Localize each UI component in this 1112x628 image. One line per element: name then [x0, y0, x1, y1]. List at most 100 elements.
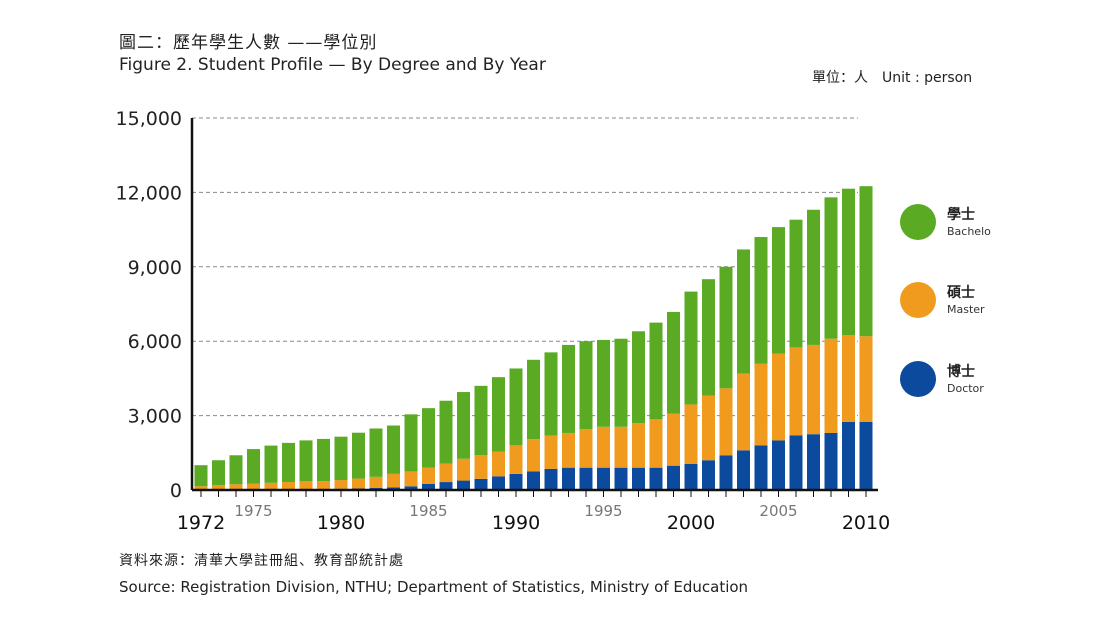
chart-title-zh: 圖二：歷年學生人數 ——學位別 — [119, 33, 378, 53]
bar-master-1979 — [317, 481, 330, 490]
bar-master-1999 — [667, 413, 680, 466]
bar-bachelor-1979 — [317, 438, 330, 482]
bar-doctor-1991 — [527, 471, 540, 490]
bar-doctor-2009 — [842, 421, 855, 490]
bar-master-1983 — [387, 473, 400, 488]
bar-master-1994 — [579, 429, 593, 468]
y-tick-label: 6,000 — [128, 331, 182, 353]
bar-bachelor-1994 — [579, 341, 593, 430]
bar-master-1980 — [334, 480, 348, 489]
y-axis-ticks: 0 3,000 6,000 9,000 12,000 15,000 — [116, 108, 182, 502]
bar-master-2010 — [859, 336, 873, 422]
bar-bachelor-1989 — [492, 377, 505, 452]
x-tick-label-major: 1980 — [317, 512, 365, 534]
bar-bachelor-1990 — [509, 368, 523, 446]
bar-doctor-1984 — [404, 486, 418, 490]
unit-label: 單位：人 Unit : person — [812, 67, 986, 87]
x-tick-label-minor: 2005 — [759, 502, 797, 520]
bar-master-1981 — [352, 478, 365, 489]
x-tick-label-major: 1972 — [177, 512, 225, 534]
bar-bachelor-1975 — [247, 449, 260, 484]
bar-doctor-1996 — [614, 467, 628, 490]
bar-doctor-2005 — [772, 440, 785, 490]
bar-master-1982 — [369, 476, 383, 489]
bar-master-2009 — [842, 335, 855, 422]
bar-doctor-1997 — [632, 467, 645, 490]
bar-master-2001 — [702, 395, 715, 461]
bar-doctor-2007 — [807, 434, 820, 490]
bar-bachelor-1973 — [212, 460, 225, 486]
y-tick-label: 12,000 — [116, 182, 182, 204]
bar-bachelor-2010 — [859, 186, 873, 337]
bar-master-1989 — [492, 451, 505, 477]
bar-bachelor-1996 — [614, 338, 628, 427]
bar-bachelor-1999 — [667, 311, 680, 414]
x-tick-label-minor: 1995 — [584, 502, 622, 520]
legend-swatch-bachelor — [900, 204, 936, 240]
bar-bachelor-1980 — [334, 436, 348, 481]
x-tick-label-major: 2000 — [667, 512, 715, 534]
legend-label-zh-bachelor: 學士 — [947, 206, 975, 223]
bar-bachelor-1984 — [404, 414, 418, 472]
bar-master-2007 — [807, 344, 820, 435]
bar-bachelor-1988 — [474, 385, 488, 456]
bar-bachelor-1981 — [352, 432, 365, 479]
bar-bachelor-1997 — [632, 331, 645, 424]
bar-master-1993 — [562, 432, 575, 468]
bar-master-1998 — [649, 419, 663, 468]
chart-title-en: Figure 2. Student Profile — By Degree an… — [119, 55, 546, 75]
bar-bachelor-1986 — [439, 400, 453, 464]
bar-master-1991 — [527, 439, 540, 472]
bar-bachelor-1983 — [387, 425, 400, 474]
bar-master-1978 — [299, 481, 313, 490]
bar-doctor-1987 — [457, 480, 470, 490]
bar-bachelor-1974 — [229, 455, 243, 485]
bar-doctor-2001 — [702, 460, 715, 490]
bar-bachelor-2003 — [737, 249, 750, 374]
bar-bachelor-1977 — [282, 442, 295, 483]
bar-bachelor-1978 — [299, 440, 313, 482]
legend-swatch-master — [900, 282, 936, 318]
bar-master-1975 — [247, 483, 260, 490]
x-tick-label-major: 2010 — [842, 512, 890, 534]
bar-master-1988 — [474, 455, 488, 479]
bar-doctor-1993 — [562, 467, 575, 490]
bar-doctor-1986 — [439, 482, 453, 490]
x-tick-label-minor: 1975 — [234, 502, 272, 520]
bar-doctor-1999 — [667, 465, 680, 490]
source-en: Source: Registration Division, NTHU; Dep… — [119, 578, 749, 596]
bar-bachelor-1993 — [562, 344, 575, 433]
bar-master-2005 — [772, 353, 785, 441]
bar-bachelor-2000 — [684, 291, 698, 405]
bar-master-1984 — [404, 471, 418, 487]
bar-master-1992 — [544, 435, 558, 469]
bar-bachelor-2001 — [702, 279, 715, 396]
bar-master-2003 — [737, 373, 750, 451]
bar-master-1997 — [632, 423, 645, 468]
bar-bachelor-1998 — [649, 322, 663, 420]
y-tick-label: 9,000 — [128, 257, 182, 279]
bar-master-1986 — [439, 463, 453, 483]
bar-bachelor-2009 — [842, 188, 855, 335]
x-tick-label-major: 1990 — [492, 512, 540, 534]
legend-label-en-bachelor: Bachelo — [947, 225, 991, 238]
bar-bachelor-1992 — [544, 352, 558, 436]
bar-bachelor-1995 — [597, 339, 610, 427]
legend-label-en-master: Master — [947, 303, 985, 316]
bar-master-1974 — [229, 484, 243, 490]
bar-bachelor-1976 — [264, 445, 278, 483]
bar-master-1996 — [614, 426, 628, 468]
bar-master-1987 — [457, 458, 470, 481]
bars — [194, 186, 873, 490]
bar-doctor-1989 — [492, 476, 505, 490]
bar-master-1977 — [282, 482, 295, 490]
x-axis-ticks: 1972 1980 1990 2000 2010 1975 1985 1995 2005 — [177, 502, 890, 534]
bar-bachelor-1985 — [422, 408, 435, 468]
bar-master-2004 — [754, 363, 768, 446]
y-tick-label: 3,000 — [128, 406, 182, 428]
bar-bachelor-1982 — [369, 428, 383, 477]
bar-master-1972 — [194, 486, 208, 490]
bar-bachelor-2004 — [754, 237, 768, 364]
bar-doctor-1990 — [509, 473, 523, 490]
